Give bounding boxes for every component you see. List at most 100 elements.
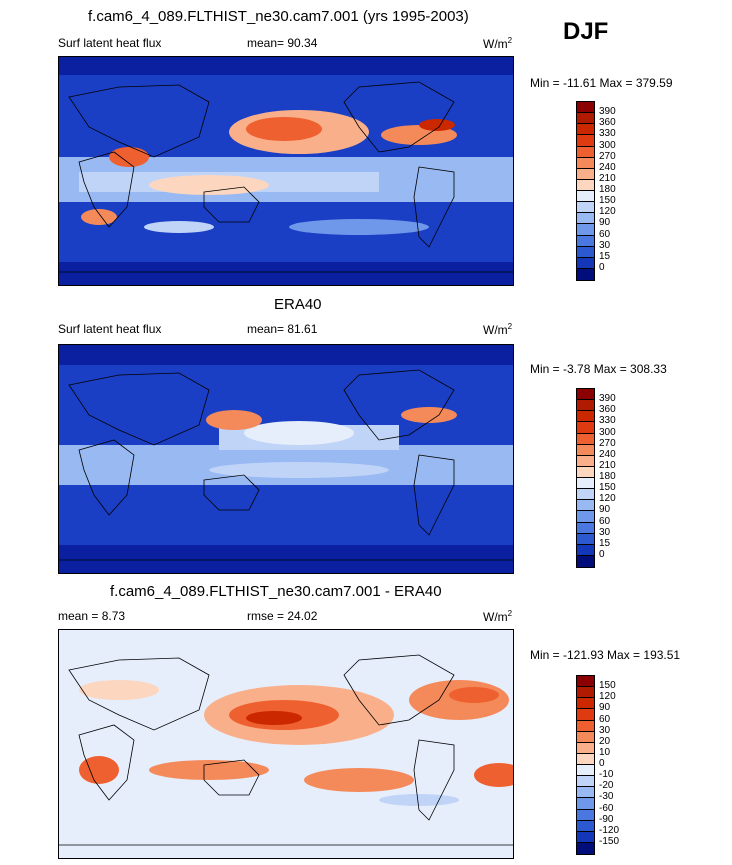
colorbar-tick-label: 30	[599, 239, 611, 251]
colorbar-swatch	[577, 555, 594, 567]
colorbar-tick-label: 0	[599, 261, 605, 273]
colorbar-swatch	[577, 455, 594, 467]
colorbar-tick-label: 90	[599, 504, 611, 516]
colorbar-tick-label: 210	[599, 172, 616, 184]
colorbar-swatch	[577, 798, 594, 810]
colorbar-swatch	[577, 731, 594, 743]
colorbar-tick-label: 270	[599, 150, 616, 162]
colorbar-swatch	[577, 400, 594, 412]
panel3-mean-label: mean = 8.73	[58, 609, 126, 623]
colorbar-swatch	[577, 102, 594, 114]
colorbar-swatch	[577, 444, 594, 456]
colorbar-tick-label: 210	[599, 459, 616, 471]
colorbar-tick-label: 60	[599, 228, 611, 240]
colorbar-tick-label: 120	[599, 691, 616, 703]
colorbar-tick-label: 30	[599, 526, 611, 538]
colorbar-tick-label: 60	[599, 713, 611, 725]
colorbar-swatch	[577, 533, 594, 545]
colorbar-swatch	[577, 246, 594, 258]
colorbar-tick-label: -20	[599, 780, 614, 792]
colorbar-swatch	[577, 842, 594, 854]
colorbar-swatch	[577, 500, 594, 512]
colorbar-tick-label: 180	[599, 184, 616, 195]
season-label: DJF	[563, 18, 609, 45]
colorbar-tick-label: 300	[599, 139, 616, 151]
colorbar-swatch	[577, 168, 594, 180]
colorbar-tick-label: 390	[599, 393, 616, 405]
map-era40	[58, 344, 514, 574]
colorbar-swatch	[577, 179, 594, 191]
colorbar-tick-label: 120	[599, 493, 616, 505]
panel2-minmax: Min = -3.78 Max = 308.33	[530, 362, 667, 376]
colorbar-swatch	[577, 765, 594, 777]
colorbar-tick-label: 150	[599, 482, 616, 494]
colorbar-tick-label: -30	[599, 791, 614, 803]
colorbar-swatch	[577, 720, 594, 732]
colorbar-swatch	[577, 113, 594, 125]
panel1-mean-label: mean= 90.34	[247, 36, 318, 50]
colorbar-swatch	[577, 709, 594, 721]
colorbar-swatch	[577, 676, 594, 688]
panel3-title: f.cam6_4_089.FLTHIST_ne30.cam7.001 - ERA…	[110, 583, 442, 600]
colorbar-tick-label: 330	[599, 415, 616, 427]
colorbar-swatch	[577, 753, 594, 765]
colorbar-tick-label: 15	[599, 250, 611, 262]
colorbar-tick-label: 120	[599, 206, 616, 218]
map-difference	[58, 629, 514, 859]
panel2-title: ERA40	[274, 296, 322, 313]
colorbar-swatch	[577, 135, 594, 147]
colorbar-swatch	[577, 544, 594, 556]
colorbar-model	[576, 101, 595, 281]
colorbar-tick-label: 20	[599, 735, 611, 747]
colorbar-swatch	[577, 411, 594, 423]
colorbar-era40	[576, 388, 595, 568]
colorbar-swatch	[577, 776, 594, 788]
colorbar-tick-label: 15	[599, 537, 611, 549]
colorbar-tick-label: -120	[599, 824, 620, 836]
colorbar-tick-label: 270	[599, 437, 616, 449]
colorbar-tick-label: -10	[599, 769, 614, 781]
colorbar-swatch	[577, 787, 594, 799]
colorbar-swatch	[577, 268, 594, 280]
colorbar-swatch	[577, 157, 594, 169]
panel3-rmse-label: rmse = 24.02	[247, 609, 318, 623]
panel3-minmax: Min = -121.93 Max = 193.51	[530, 648, 681, 662]
panel1-minmax: Min = -11.61 Max = 379.59	[530, 76, 673, 90]
colorbar-swatch	[577, 478, 594, 490]
colorbar-tick-label: 150	[599, 680, 616, 692]
colorbar-tick-label: 300	[599, 426, 616, 438]
colorbar-tick-label: 60	[599, 515, 611, 527]
colorbar-swatch	[577, 422, 594, 434]
colorbar-swatch	[577, 820, 594, 832]
colorbar-tick-label: -90	[599, 813, 614, 825]
colorbar-swatch	[577, 389, 594, 401]
colorbar-tick-label: 240	[599, 448, 616, 460]
colorbar-swatch	[577, 146, 594, 158]
colorbar-swatch	[577, 742, 594, 754]
figure-title: f.cam6_4_089.FLTHIST_ne30.cam7.001 (yrs …	[88, 8, 469, 25]
colorbar-tick-label: 0	[599, 548, 605, 560]
colorbar-tick-label: -150	[599, 835, 620, 847]
colorbar-swatch	[577, 511, 594, 523]
panel2-variable-label: Surf latent heat flux	[58, 322, 162, 336]
panel3-units: W/m2	[483, 609, 513, 624]
colorbar-tick-label: 90	[599, 217, 611, 229]
colorbar-tick-label: 10	[599, 746, 611, 758]
panel1-units: W/m2	[483, 36, 513, 51]
colorbar-swatch	[577, 522, 594, 534]
colorbar-swatch	[577, 489, 594, 501]
colorbar-swatch	[577, 466, 594, 478]
colorbar-tick-label: 90	[599, 702, 611, 714]
colorbar-swatch	[577, 202, 594, 214]
colorbar-tick-label: 360	[599, 117, 616, 129]
colorbar-tick-label: 0	[599, 758, 605, 769]
colorbar-swatch	[577, 235, 594, 247]
colorbar-swatch	[577, 257, 594, 269]
colorbar-tick-label: 390	[599, 106, 616, 118]
colorbar-tick-label: 240	[599, 161, 616, 173]
colorbar-swatch	[577, 213, 594, 225]
panel1-variable-label: Surf latent heat flux	[58, 36, 162, 50]
colorbar-swatch	[577, 191, 594, 203]
colorbar-swatch	[577, 433, 594, 445]
colorbar-swatch	[577, 698, 594, 710]
